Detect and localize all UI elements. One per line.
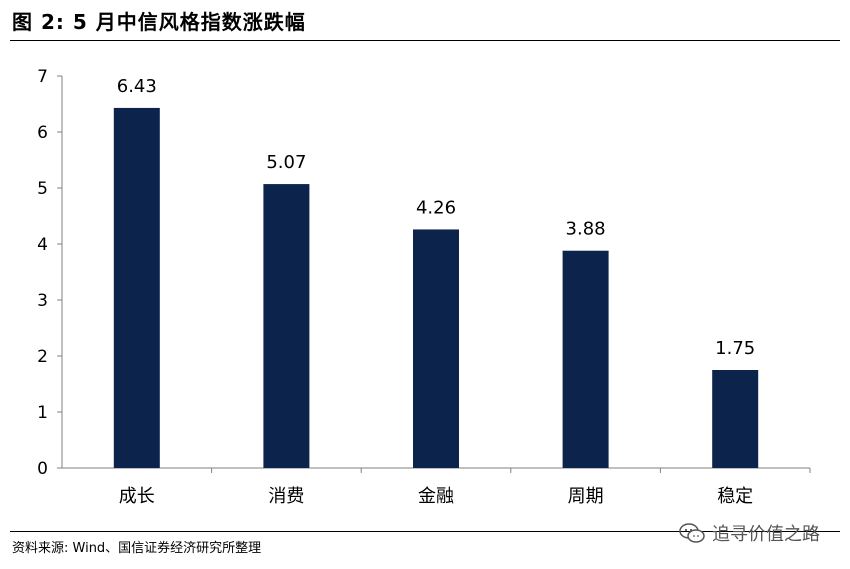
y-tick-label: 5 xyxy=(37,179,48,199)
title-divider xyxy=(10,40,840,41)
y-tick-label: 3 xyxy=(37,291,48,311)
watermark-text: 追寻价值之路 xyxy=(712,524,820,545)
bar-chart: 0 1 2 3 4 5 6 7 6.43 成长 5.07 消费 4.26 金融 3.88 周期 1.75 稳定 xyxy=(37,67,811,507)
source-note: 资料来源: Wind、国信证券经济研究所整理 xyxy=(12,541,262,556)
data-label: 6.43 xyxy=(117,76,157,97)
x-tick-label: 周期 xyxy=(568,486,604,507)
footer-divider xyxy=(10,531,840,532)
y-tick-label: 7 xyxy=(37,67,48,87)
bar-1 xyxy=(113,107,160,469)
y-tick-label: 1 xyxy=(37,403,48,423)
y-tick-label: 6 xyxy=(37,123,48,143)
bar-4 xyxy=(562,250,609,468)
x-tick-label: 金融 xyxy=(418,486,454,507)
y-tick-label: 0 xyxy=(37,459,48,479)
bar-2 xyxy=(263,184,310,468)
x-tick-label: 消费 xyxy=(268,486,304,507)
bar-3 xyxy=(413,229,459,468)
bar-5 xyxy=(712,370,759,468)
chart-title: 图 2: 5 月中信风格指数涨跌幅 xyxy=(12,10,306,34)
y-tick-label: 4 xyxy=(37,235,48,255)
data-label: 5.07 xyxy=(266,152,306,173)
x-tick-label: 稳定 xyxy=(717,486,753,507)
wechat-icon xyxy=(679,523,705,543)
x-tick-label: 成长 xyxy=(119,486,155,507)
watermark: 追寻价值之路 xyxy=(678,520,820,546)
y-tick-label: 2 xyxy=(37,347,48,367)
data-label: 3.88 xyxy=(566,219,606,240)
data-label: 1.75 xyxy=(715,338,755,359)
data-label: 4.26 xyxy=(416,197,456,218)
